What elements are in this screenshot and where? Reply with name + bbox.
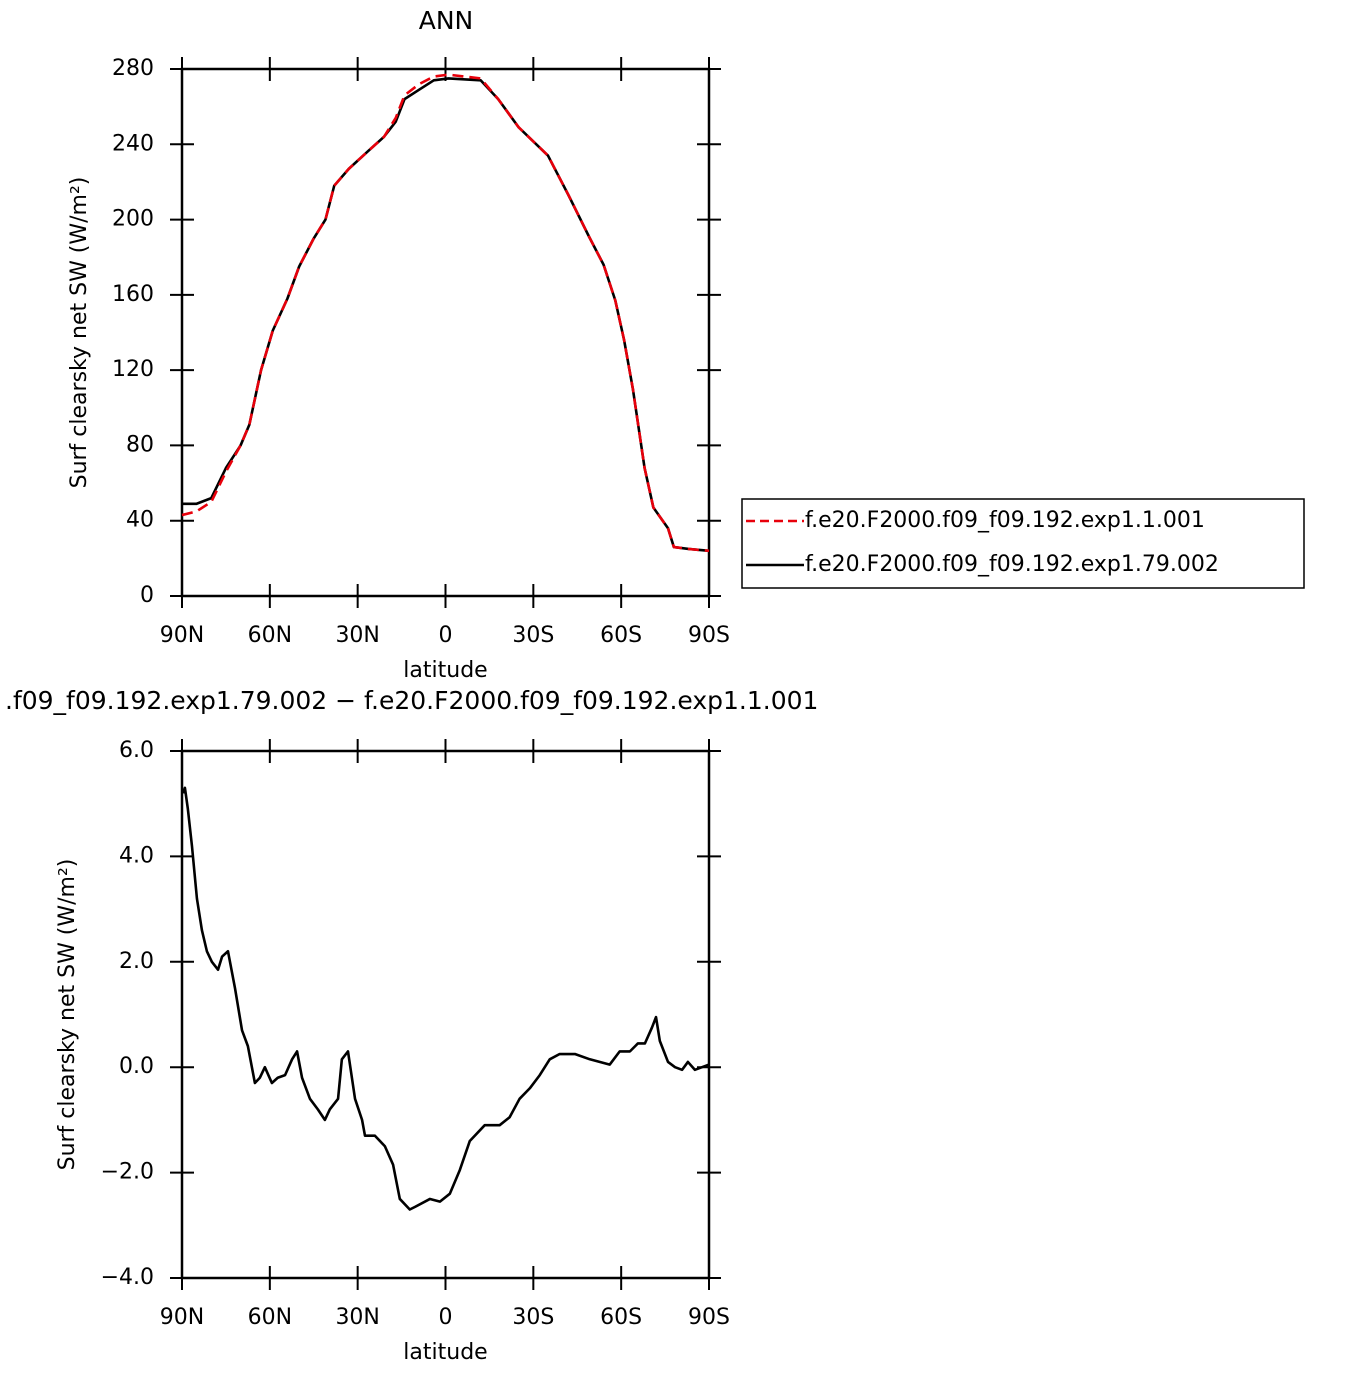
y-axis-label: Surf clearsky net SW (W/m²) <box>55 859 80 1171</box>
legend-label: f.e20.F2000.f09_f09.192.exp1.79.002 <box>805 552 1219 577</box>
x-tick-label: 90S <box>688 623 730 648</box>
x-tick-label: 90N <box>160 1305 204 1330</box>
y-tick-label: 80 <box>126 432 154 457</box>
x-tick-label: 90N <box>160 623 204 648</box>
y-tick-label: 120 <box>112 357 154 382</box>
chart-title: .f09_f09.192.exp1.79.002 − f.e20.F2000.f… <box>5 686 818 715</box>
x-tick-label: 60S <box>600 623 642 648</box>
y-tick-label: 240 <box>112 131 154 156</box>
x-tick-label: 60N <box>248 623 292 648</box>
y-tick-label: 280 <box>112 56 154 81</box>
chart-title: ANN <box>419 6 474 35</box>
data-line <box>181 786 710 1211</box>
plot-frame <box>180 749 711 1280</box>
x-tick-label: 30N <box>335 1305 379 1330</box>
x-tick-label: 30S <box>512 623 554 648</box>
y-tick-label: −2.0 <box>101 1160 154 1185</box>
data-line <box>182 77 710 553</box>
legend-label: f.e20.F2000.f09_f09.192.exp1.1.001 <box>805 508 1205 533</box>
y-tick-label: 200 <box>112 207 154 232</box>
x-tick-label: 0 <box>439 1305 453 1330</box>
y-tick-label: 0.0 <box>119 1054 154 1079</box>
y-tick-label: 0 <box>140 583 154 608</box>
y-tick-label: 160 <box>112 282 154 307</box>
y-tick-label: −4.0 <box>101 1265 154 1290</box>
x-tick-label: 60S <box>600 1305 642 1330</box>
x-tick-label: 30S <box>512 1305 554 1330</box>
x-tick-label: 90S <box>688 1305 730 1330</box>
y-tick-label: 40 <box>126 508 154 533</box>
x-tick-label: 0 <box>439 623 453 648</box>
y-axis-label: Surf clearsky net SW (W/m²) <box>67 177 92 489</box>
x-tick-label: 60N <box>248 1305 292 1330</box>
legend-box <box>741 498 1305 589</box>
x-tick-label: 30N <box>335 623 379 648</box>
plot-frame <box>180 67 711 598</box>
y-tick-label: 4.0 <box>119 843 154 868</box>
data-line <box>181 73 710 553</box>
y-tick-label: 2.0 <box>119 949 154 974</box>
x-axis-label: latitude <box>403 658 487 683</box>
x-axis-label: latitude <box>403 1340 487 1365</box>
y-tick-label: 6.0 <box>119 738 154 763</box>
